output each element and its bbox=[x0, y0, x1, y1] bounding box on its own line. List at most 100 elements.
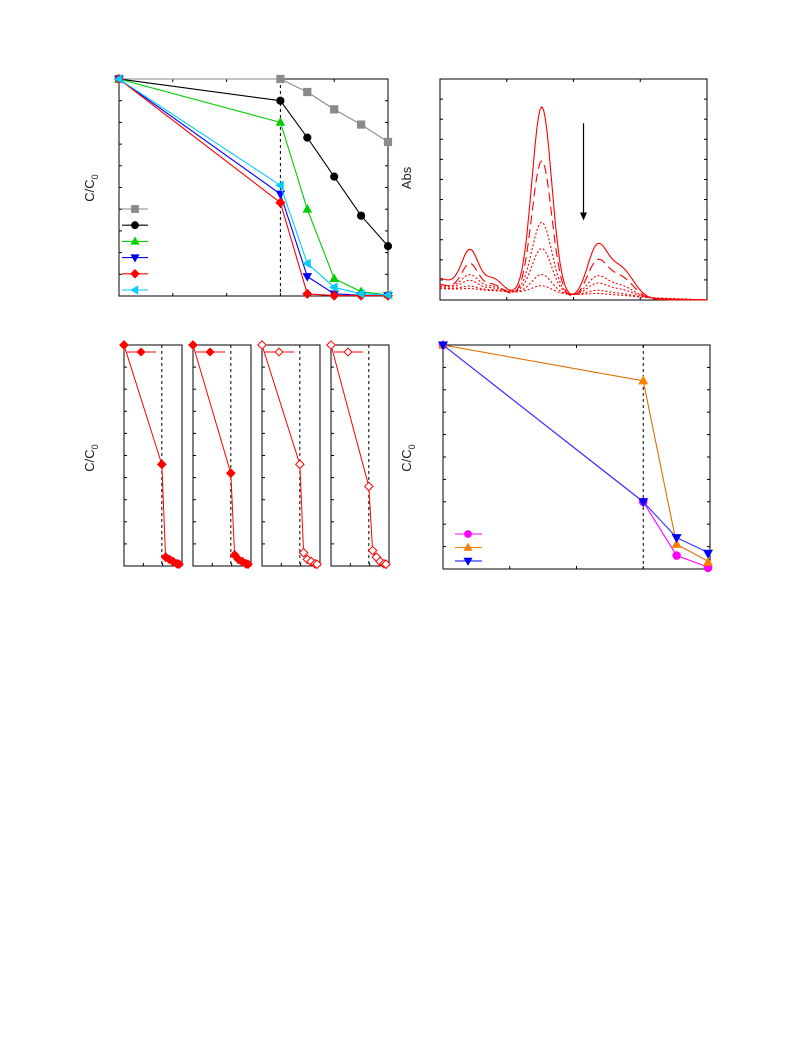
data-point bbox=[330, 105, 339, 114]
data-point bbox=[383, 241, 393, 251]
panel-a-legend bbox=[122, 205, 148, 295]
panel-c-ylabel: C/C0 bbox=[82, 444, 100, 471]
series-a-3 bbox=[114, 75, 393, 301]
series-line bbox=[261, 344, 319, 565]
data-point bbox=[671, 538, 682, 548]
legend-marker bbox=[463, 557, 473, 566]
data-point bbox=[303, 133, 312, 142]
axis-ticks bbox=[331, 366, 371, 566]
axis-ticks bbox=[119, 79, 388, 296]
data-point bbox=[225, 468, 236, 479]
series-line bbox=[118, 78, 389, 247]
series-line bbox=[192, 344, 250, 565]
axis-ticks bbox=[193, 366, 233, 566]
panel-a-ylabel: C/C0 bbox=[82, 174, 100, 201]
legend-marker bbox=[130, 254, 140, 263]
series-a-1 bbox=[114, 74, 393, 251]
panel-d-legend bbox=[455, 530, 482, 566]
series-line bbox=[123, 344, 181, 565]
spectrum-0 bbox=[439, 105, 708, 301]
data-point bbox=[275, 180, 284, 191]
data-point bbox=[357, 120, 366, 129]
data-point bbox=[303, 87, 312, 97]
data-point bbox=[329, 282, 338, 293]
data-point bbox=[302, 204, 313, 213]
series-d-0 bbox=[438, 340, 713, 573]
data-point bbox=[329, 273, 340, 283]
data-point bbox=[702, 556, 714, 566]
legend-marker bbox=[464, 530, 472, 538]
data-point bbox=[638, 498, 649, 508]
series-a-4 bbox=[113, 73, 394, 301]
legend-marker bbox=[130, 285, 139, 295]
panel-c4-legend-marker bbox=[343, 347, 353, 357]
data-point bbox=[302, 273, 313, 282]
panel-a-frame bbox=[118, 78, 389, 297]
data-point bbox=[302, 288, 313, 299]
data-point bbox=[671, 534, 682, 544]
data-point bbox=[638, 375, 649, 385]
series-line bbox=[119, 78, 389, 143]
axis-ticks bbox=[262, 366, 302, 566]
data-point bbox=[275, 197, 286, 208]
data-point bbox=[275, 117, 286, 126]
data-point bbox=[329, 290, 340, 301]
series-line bbox=[118, 78, 389, 296]
panel-d-ylabel: C/C0 bbox=[399, 444, 417, 471]
panel-b-ylabel: Abs bbox=[399, 166, 414, 189]
data-point bbox=[355, 289, 365, 299]
data-point bbox=[174, 559, 184, 570]
legend-marker bbox=[131, 205, 139, 213]
axis-ticks bbox=[124, 366, 164, 566]
data-point bbox=[276, 96, 285, 105]
panel-c4-series bbox=[326, 340, 391, 570]
panel-c2-series bbox=[188, 340, 253, 570]
panel-c3-series bbox=[257, 340, 322, 570]
data-point bbox=[381, 559, 391, 570]
series-line bbox=[330, 344, 388, 565]
panel-d-frame bbox=[442, 344, 711, 570]
series-line bbox=[118, 78, 388, 297]
data-point bbox=[294, 459, 305, 470]
axis-ticks bbox=[443, 345, 710, 569]
data-point bbox=[275, 190, 286, 200]
series-d-2 bbox=[437, 341, 714, 559]
spectrum-4 bbox=[439, 273, 708, 301]
data-point bbox=[188, 340, 198, 350]
data-point bbox=[330, 172, 339, 181]
data-point bbox=[113, 74, 123, 84]
data-point bbox=[156, 459, 167, 470]
data-point bbox=[437, 341, 449, 351]
data-point bbox=[326, 340, 336, 350]
spectrum-3 bbox=[439, 247, 708, 301]
series-line bbox=[442, 344, 711, 569]
series-line bbox=[118, 78, 389, 296]
legend-marker bbox=[130, 236, 140, 245]
data-point bbox=[298, 547, 309, 558]
data-point bbox=[119, 340, 129, 350]
data-point bbox=[357, 211, 366, 220]
spectrum-1 bbox=[439, 159, 707, 301]
data-point bbox=[257, 340, 267, 350]
panel-c1-series bbox=[119, 340, 184, 570]
legend-marker bbox=[130, 269, 140, 279]
series-line bbox=[118, 78, 389, 297]
data-point bbox=[312, 559, 322, 570]
series-a-0 bbox=[114, 74, 393, 147]
panel-c2-frame bbox=[192, 344, 252, 567]
spectrum-5 bbox=[439, 285, 708, 301]
panel-c1-legend-marker bbox=[136, 347, 146, 357]
data-point bbox=[672, 551, 681, 560]
data-point bbox=[383, 137, 393, 147]
panel-c3-legend-marker bbox=[274, 347, 284, 357]
decrease-arrow-head bbox=[580, 212, 588, 221]
panel-c1-frame bbox=[123, 344, 183, 567]
data-point bbox=[382, 290, 392, 300]
axis-ticks bbox=[440, 79, 707, 300]
series-a-5 bbox=[113, 74, 392, 300]
data-point bbox=[302, 258, 311, 269]
panel-c2-legend-marker bbox=[205, 347, 215, 357]
data-point bbox=[243, 559, 253, 570]
series-line bbox=[442, 344, 711, 563]
